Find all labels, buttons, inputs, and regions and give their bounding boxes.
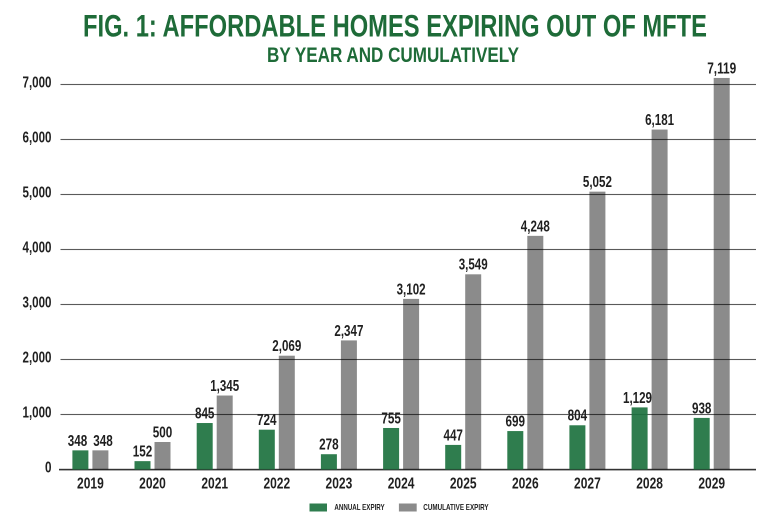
svg-text:BY YEAR AND CUMULATIVELY: BY YEAR AND CUMULATIVELY <box>267 44 519 67</box>
svg-text:2020: 2020 <box>139 476 166 493</box>
svg-text:348: 348 <box>93 433 113 450</box>
svg-text:3,000: 3,000 <box>23 295 52 312</box>
svg-text:1,000: 1,000 <box>23 405 52 422</box>
svg-text:ANNUAL EXPIRY: ANNUAL EXPIRY <box>334 502 385 512</box>
svg-text:2024: 2024 <box>388 476 415 493</box>
svg-text:FIG. 1: AFFORDABLE HOMES EXPIR: FIG. 1: AFFORDABLE HOMES EXPIRING OUT OF… <box>83 7 707 43</box>
svg-text:699: 699 <box>506 413 526 430</box>
svg-text:1,345: 1,345 <box>210 378 239 395</box>
svg-text:2019: 2019 <box>77 476 104 493</box>
svg-text:804: 804 <box>568 408 588 425</box>
svg-text:5,052: 5,052 <box>583 174 612 191</box>
svg-text:2022: 2022 <box>263 476 290 493</box>
svg-text:1,129: 1,129 <box>623 390 652 407</box>
svg-text:938: 938 <box>692 400 712 417</box>
svg-text:2,069: 2,069 <box>272 338 301 355</box>
svg-text:152: 152 <box>133 444 153 461</box>
svg-text:0: 0 <box>45 460 52 477</box>
svg-text:4,248: 4,248 <box>521 218 550 235</box>
svg-text:5,000: 5,000 <box>23 185 52 202</box>
svg-text:6,181: 6,181 <box>645 112 674 129</box>
svg-text:2027: 2027 <box>574 476 601 493</box>
svg-text:348: 348 <box>68 433 88 450</box>
svg-text:3,549: 3,549 <box>459 257 488 274</box>
svg-text:2025: 2025 <box>450 476 477 493</box>
svg-text:3,102: 3,102 <box>397 281 426 298</box>
svg-text:447: 447 <box>443 427 463 444</box>
svg-text:2026: 2026 <box>512 476 539 493</box>
svg-text:2,347: 2,347 <box>334 323 363 340</box>
svg-text:2023: 2023 <box>326 476 353 493</box>
svg-text:2028: 2028 <box>636 476 663 493</box>
svg-text:724: 724 <box>257 412 277 429</box>
svg-text:2029: 2029 <box>698 476 725 493</box>
svg-text:2021: 2021 <box>201 476 228 493</box>
svg-text:500: 500 <box>153 424 173 441</box>
svg-text:6,000: 6,000 <box>23 130 52 147</box>
svg-text:7,119: 7,119 <box>707 60 736 77</box>
svg-text:2,000: 2,000 <box>23 350 52 367</box>
svg-text:755: 755 <box>381 410 401 427</box>
svg-text:845: 845 <box>195 405 215 422</box>
svg-text:278: 278 <box>319 437 339 454</box>
svg-text:CUMULATIVE EXPIRY: CUMULATIVE EXPIRY <box>423 502 489 512</box>
svg-text:7,000: 7,000 <box>23 75 52 92</box>
svg-text:4,000: 4,000 <box>23 240 52 257</box>
